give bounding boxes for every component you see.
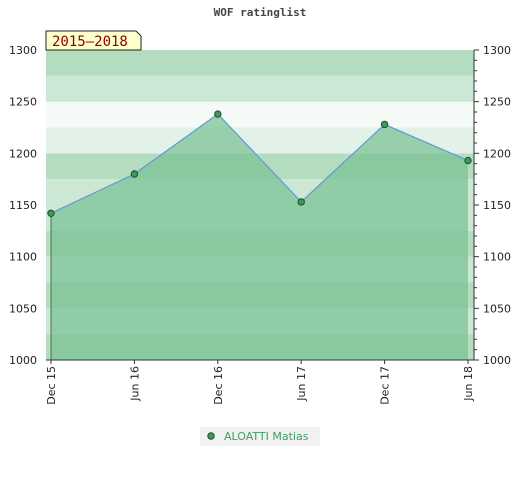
series-line [50, 113, 469, 214]
period-label: 2015–2018 [52, 34, 128, 50]
x-tick-label: Dec 16 [212, 366, 225, 405]
data-point [47, 209, 55, 217]
y-tick-label-right: 1100 [483, 251, 511, 264]
period-badge-background [45, 30, 142, 51]
x-tick-label: Dec 17 [379, 366, 392, 405]
y-tick-label-left: 1100 [9, 251, 37, 264]
x-axis: Dec 15 Jun 16 Dec 16 Jun 17 Dec 17 Jun 18 [45, 359, 475, 405]
data-point [214, 110, 222, 118]
data-point [380, 120, 389, 129]
grid-band [46, 101, 474, 128]
x-tick-label: Dec 15 [45, 366, 58, 405]
chart-title: WOF ratinglist [214, 6, 307, 19]
y-axis-left: 1000 1050 1100 1150 1200 1250 1300 [9, 44, 37, 367]
data-points [47, 110, 472, 217]
y-tick-label-left: 1250 [9, 96, 37, 109]
y-tick-label-left: 1200 [9, 147, 37, 160]
data-point [297, 198, 305, 206]
rating-area [51, 114, 468, 360]
y-axis-right: 1000 1050 1100 1150 1200 1250 1300 [473, 44, 511, 367]
grid-band [46, 50, 474, 76]
data-point [464, 156, 472, 165]
legend-marker [207, 432, 215, 440]
data-point [130, 170, 139, 178]
y-tick-label-left: 1050 [9, 302, 37, 315]
x-tick-label: Jun 17 [295, 366, 308, 402]
grid-band [46, 75, 474, 102]
y-tick-label-right: 1000 [483, 354, 511, 367]
y-tick-label-left: 1300 [9, 44, 37, 57]
rating-line [50, 113, 469, 360]
x-tick-label: Jun 18 [462, 366, 475, 402]
x-tick-label: Jun 16 [128, 366, 141, 402]
y-tick-label-left: 1150 [9, 199, 37, 212]
legend-label: ALOATTI Matias [224, 430, 309, 443]
y-tick-label-right: 1050 [483, 302, 511, 315]
y-tick-label-right: 1150 [483, 199, 511, 212]
area-fill [51, 114, 468, 360]
y-tick-label-right: 1200 [483, 147, 511, 160]
y-tick-label-left: 1000 [9, 354, 37, 367]
legend: ALOATTI Matias [200, 427, 320, 446]
period-badge: 2015–2018 [45, 30, 142, 51]
y-tick-label-right: 1300 [483, 44, 511, 57]
y-tick-label-right: 1250 [483, 96, 511, 109]
